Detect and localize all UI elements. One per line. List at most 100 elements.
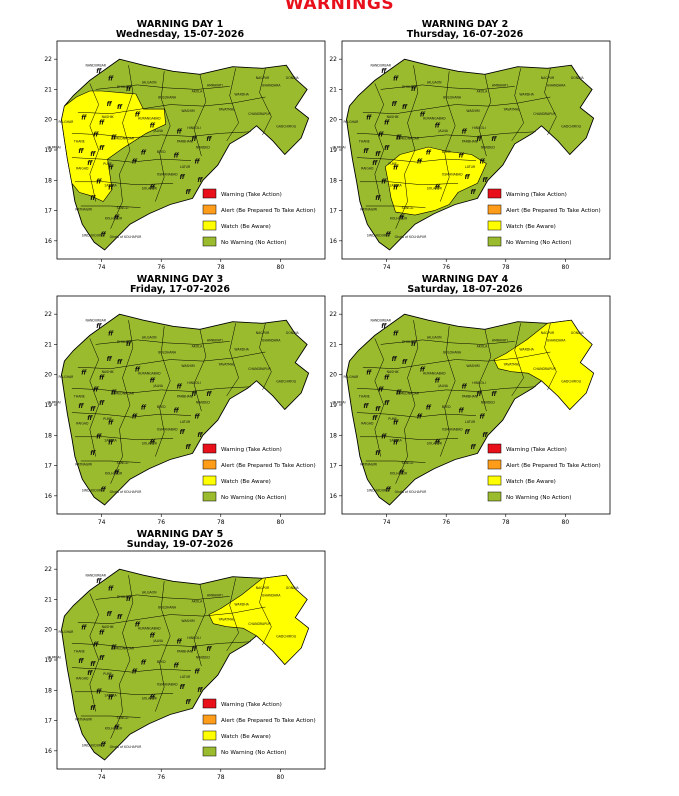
district-label: GONDIA bbox=[571, 76, 585, 80]
x-tick-label: 78 bbox=[217, 264, 225, 271]
district-label: JALGAON bbox=[141, 335, 157, 339]
district-boundary bbox=[365, 460, 426, 463]
lightning-thunderstorm-icon: ff bbox=[174, 153, 180, 160]
lightning-thunderstorm-icon: ff bbox=[366, 115, 372, 122]
lightning-thunderstorm-icon: ff bbox=[191, 391, 197, 398]
district-label: AKOLA bbox=[192, 344, 203, 348]
district-label: NANDURBAR bbox=[370, 64, 391, 68]
district-label: NANDED bbox=[481, 145, 495, 149]
district-label: THANE bbox=[73, 139, 85, 143]
district-boundary bbox=[74, 181, 174, 186]
y-tick-label: 16 bbox=[44, 748, 52, 755]
lightning-thunderstorm-icon: ff bbox=[141, 150, 147, 157]
lightning-thunderstorm-icon: ff bbox=[141, 660, 147, 667]
district-label: SINDHUDURG bbox=[367, 488, 390, 492]
district-label: GADCHIROLI bbox=[561, 124, 581, 128]
y-tick-label: 18 bbox=[329, 432, 337, 439]
lightning-thunderstorm-icon: ff bbox=[126, 596, 132, 603]
district-boundary bbox=[110, 65, 134, 229]
lightning-thunderstorm-icon: ff bbox=[375, 151, 381, 158]
lightning-thunderstorm-icon: ff bbox=[177, 128, 183, 135]
lightning-thunderstorm-icon: ff bbox=[78, 658, 84, 665]
y-tick-label: 22 bbox=[329, 56, 337, 63]
lightning-thunderstorm-icon: ff bbox=[81, 115, 87, 122]
district-label: NANDURBAR bbox=[370, 319, 391, 323]
district-label: WARDHA bbox=[519, 348, 534, 352]
legend-swatch bbox=[202, 698, 217, 709]
district-label: WARDHA bbox=[234, 348, 249, 352]
y-tick-label: 22 bbox=[44, 56, 52, 63]
y-tick-label: 19 bbox=[44, 402, 52, 409]
y-tick-label: 18 bbox=[44, 177, 52, 184]
district-label: RAIGAD bbox=[76, 422, 89, 426]
lightning-thunderstorm-icon: ff bbox=[462, 128, 468, 135]
district-boundary bbox=[395, 320, 419, 484]
district-boundary bbox=[356, 412, 477, 418]
lightning-thunderstorm-icon: ff bbox=[117, 104, 123, 111]
legend-swatch bbox=[202, 443, 217, 454]
legend-label: Alert (Be Prepared To Take Action) bbox=[221, 208, 316, 214]
district-label: MUMBAI bbox=[47, 655, 60, 659]
lightning-thunderstorm-icon: ff bbox=[93, 131, 99, 138]
district-label: SOLAPUR bbox=[142, 186, 158, 190]
legend-label: Warning (Take Action) bbox=[506, 192, 567, 198]
district-label: GADCHIROLI bbox=[276, 379, 296, 383]
lightning-thunderstorm-icon: ff bbox=[378, 131, 384, 138]
district-label: PARBHANI bbox=[177, 394, 193, 398]
legend-label: Warning (Take Action) bbox=[221, 192, 282, 198]
lightning-thunderstorm-icon: ff bbox=[459, 408, 465, 415]
district-label: JALGAON bbox=[426, 80, 442, 84]
lightning-thunderstorm-icon: ff bbox=[81, 625, 87, 632]
lightning-thunderstorm-icon: ff bbox=[402, 359, 408, 366]
district-boundary bbox=[89, 83, 99, 202]
district-label: BHANDARA bbox=[262, 83, 281, 87]
district-label: KOLHAPUR bbox=[390, 472, 408, 476]
district-boundary bbox=[374, 338, 384, 457]
lightning-thunderstorm-icon: ff bbox=[197, 432, 203, 439]
lightning-thunderstorm-icon: ff bbox=[375, 450, 381, 457]
district-boundary bbox=[440, 326, 456, 457]
district-label: GADCHIROLI bbox=[276, 634, 296, 638]
district-label: DHULE bbox=[402, 340, 413, 344]
district-label: SOLAPUR bbox=[142, 696, 158, 700]
district-label: WASHIM bbox=[181, 619, 195, 623]
x-tick-label: 80 bbox=[277, 264, 285, 271]
lightning-thunderstorm-icon: ff bbox=[174, 663, 180, 670]
y-tick-label: 18 bbox=[44, 432, 52, 439]
lightning-thunderstorm-icon: ff bbox=[135, 112, 141, 119]
district-label: THANE bbox=[73, 394, 85, 398]
lightning-thunderstorm-icon: ff bbox=[93, 641, 99, 648]
lightning-thunderstorm-icon: ff bbox=[411, 86, 417, 93]
district-label: AURANGABAD bbox=[423, 117, 446, 121]
lightning-thunderstorm-icon: ff bbox=[150, 184, 156, 191]
district-label: KOLHAPUR bbox=[105, 727, 123, 731]
lightning-thunderstorm-icon: ff bbox=[180, 684, 186, 691]
y-tick-label: 21 bbox=[329, 86, 337, 93]
map-svg: 74 76 78 80 22 21 20 19 18 17 16 MUMBAI NANDURBAR JAL… bbox=[44, 40, 326, 271]
district-boundary bbox=[71, 667, 192, 673]
lightning-thunderstorm-icon: ff bbox=[420, 112, 426, 119]
district-boundary bbox=[365, 205, 426, 208]
x-tick-label: 74 bbox=[383, 264, 391, 271]
district-label: THANE bbox=[73, 649, 85, 653]
lightning-thunderstorm-icon: ff bbox=[191, 136, 197, 143]
lightning-thunderstorm-icon: ff bbox=[186, 189, 192, 196]
district-boundary bbox=[95, 84, 230, 90]
legend-label: Alert (Be Prepared To Take Action) bbox=[506, 463, 601, 469]
district-label: RATNAGIRI bbox=[75, 208, 92, 212]
district-label: KOLHAPUR bbox=[105, 217, 123, 221]
y-tick-label: 21 bbox=[44, 341, 52, 348]
lightning-thunderstorm-icon: ff bbox=[99, 145, 105, 152]
district-label: JALNA bbox=[438, 384, 449, 388]
map-svg: 74 76 78 80 22 21 20 19 18 17 16 MUMBAI NANDURBAR JAL… bbox=[44, 550, 326, 781]
lightning-thunderstorm-icon: ff bbox=[132, 414, 138, 421]
x-tick-label: 78 bbox=[217, 774, 225, 781]
panel-date: Friday, 17-07-2026 bbox=[130, 284, 230, 295]
lightning-thunderstorm-icon: ff bbox=[90, 450, 96, 457]
district-label: BHANDARA bbox=[262, 338, 281, 342]
legend-swatch bbox=[202, 730, 217, 741]
district-label: NAGPUR bbox=[541, 331, 555, 335]
district-label: RATNAGIRI bbox=[360, 208, 377, 212]
district-label: AKOLA bbox=[192, 89, 203, 93]
lightning-thunderstorm-icon: ff bbox=[101, 231, 107, 238]
